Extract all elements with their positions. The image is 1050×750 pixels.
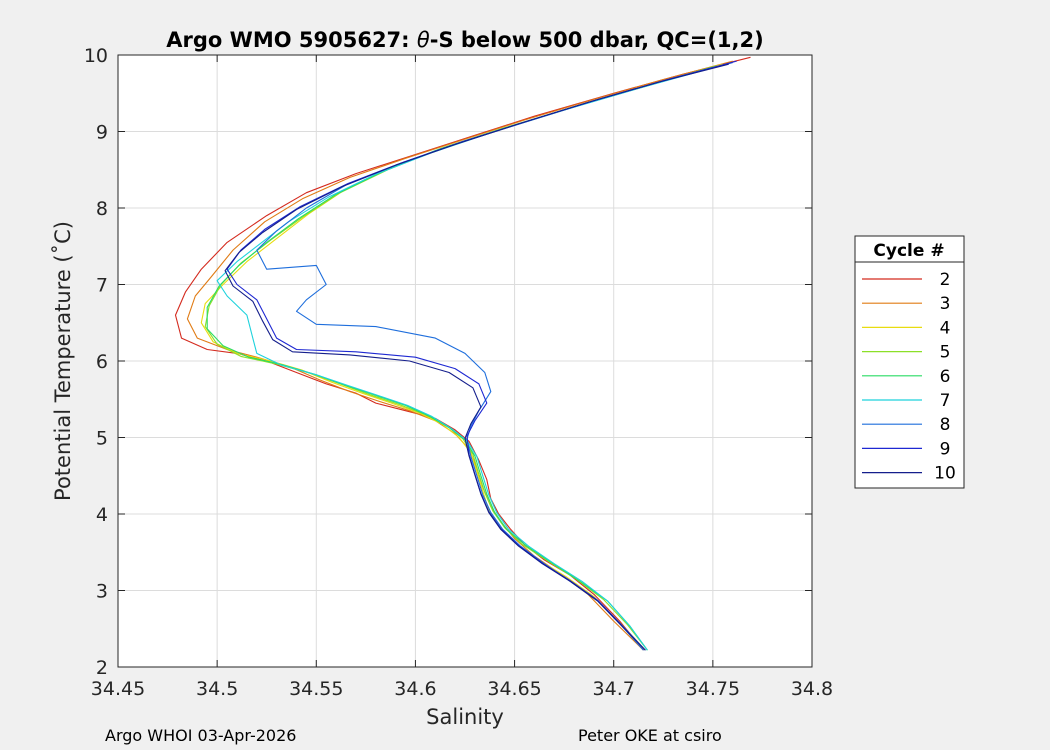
y-tick-label: 3 (96, 581, 108, 603)
legend-label-cycle-7: 7 (940, 391, 951, 411)
legend-title: Cycle # (873, 241, 944, 261)
y-tick-label: 9 (96, 122, 108, 144)
x-tick-label: 34.7 (593, 678, 635, 700)
x-tick-label: 34.8 (791, 678, 833, 700)
x-tick-label: 34.5 (196, 678, 238, 700)
legend-box (854, 235, 965, 489)
legend-label-cycle-6: 6 (940, 367, 951, 387)
footer-right: Peter OKE at csiro (578, 726, 722, 745)
x-tick-label: 34.75 (686, 678, 740, 700)
legend-label-cycle-8: 8 (940, 415, 951, 435)
y-tick-label: 5 (96, 428, 108, 450)
legend-label-cycle-4: 4 (940, 318, 951, 338)
legend-label-cycle-5: 5 (940, 343, 951, 363)
legend-label-cycle-9: 9 (940, 439, 951, 459)
x-tick-label: 34.45 (91, 678, 145, 700)
series-line-cycle-10 (224, 63, 729, 651)
series-group (174, 56, 751, 651)
chart-title: Argo WMO 5905627: θ-S below 500 dbar, QC… (166, 28, 763, 52)
x-axis-label: Salinity (426, 705, 504, 729)
y-tick-label: 2 (96, 657, 108, 679)
y-axis-label: Potential Temperature (˚C) (51, 221, 75, 501)
series-line-cycle-2 (174, 56, 751, 651)
y-tick-label: 6 (96, 351, 108, 373)
y-tick-label: 4 (96, 504, 108, 526)
x-tick-label: 34.6 (394, 678, 436, 700)
y-tick-label: 7 (96, 275, 108, 297)
y-tick-label: 8 (96, 198, 108, 220)
y-tick-label: 10 (84, 45, 108, 67)
axes-ticks: 34.45 34.5 34.55 34.6 34.65 34.7 34.75 34.8 2 3 4 5… (84, 45, 833, 700)
x-tick-label: 34.65 (487, 678, 541, 700)
legend-label-cycle-2: 2 (940, 270, 951, 290)
legend: Cycle # 2 3 4 5 6 7 8 9 10 (854, 235, 965, 489)
legend-label-cycle-10: 10 (934, 464, 956, 484)
legend-label-cycle-3: 3 (940, 294, 951, 314)
footer-left: Argo WHOI 03-Apr-2026 (105, 726, 297, 745)
series-line-cycle-7 (216, 68, 710, 651)
x-tick-label: 34.55 (289, 678, 343, 700)
